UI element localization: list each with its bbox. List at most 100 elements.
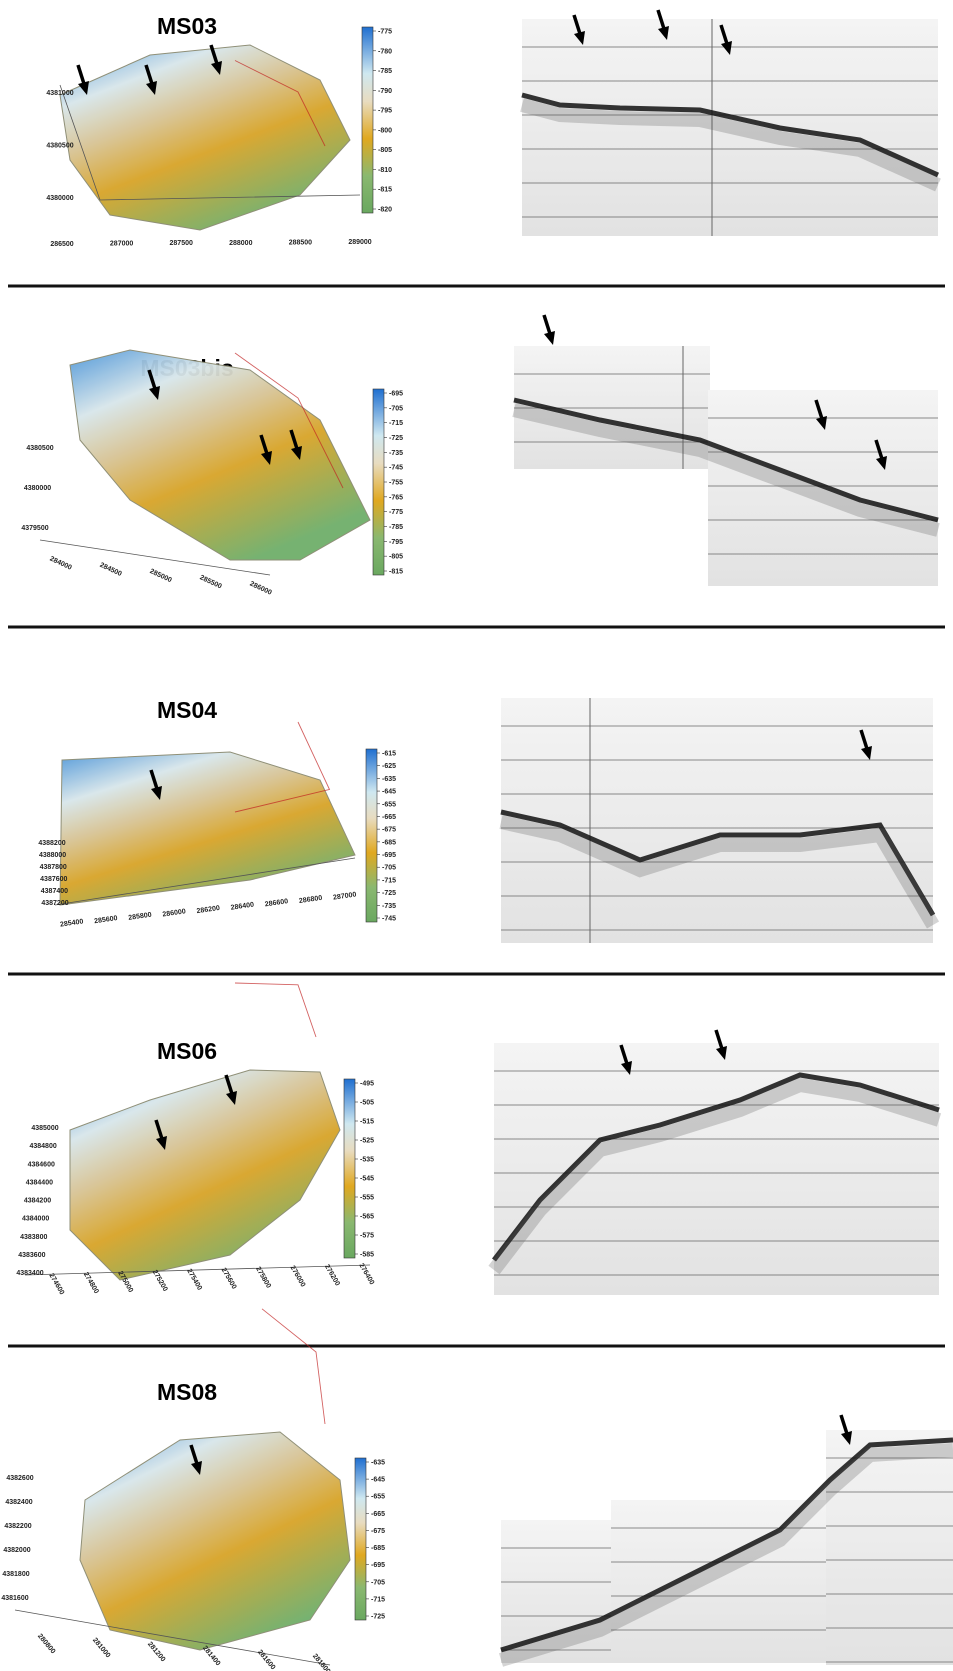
colorbar-label: -775 — [389, 509, 403, 516]
colorbar — [373, 389, 384, 575]
colorbar — [355, 1458, 366, 1620]
y-tick-label: 4384000 — [22, 1216, 49, 1223]
colorbar-label: -725 — [389, 435, 403, 442]
colorbar-label: -535 — [360, 1157, 374, 1164]
x-tick-label: 275600 — [220, 1267, 238, 1291]
y-tick-label: 4382000 — [3, 1547, 30, 1554]
colorbar-label: -665 — [382, 814, 396, 821]
colorbar-label: -645 — [371, 1477, 385, 1484]
y-tick-label: 4383400 — [16, 1270, 43, 1277]
y-tick-label: 4380000 — [46, 195, 73, 202]
colorbar-label: -745 — [389, 465, 403, 472]
y-tick-label: 4382600 — [6, 1475, 33, 1482]
x-tick-label: 285800 — [128, 912, 152, 922]
panel: MS08280800281000281200281400281600281800… — [1, 1309, 953, 1671]
colorbar-label: -695 — [389, 391, 403, 398]
bathymetry-map — [70, 1070, 340, 1280]
x-tick-label: 284000 — [49, 556, 73, 572]
x-tick-label: 285400 — [60, 918, 84, 928]
colorbar-label: -705 — [371, 1579, 385, 1586]
colorbar-label: -725 — [371, 1614, 385, 1621]
colorbar-label: -815 — [389, 569, 403, 576]
colorbar-label: -665 — [371, 1511, 385, 1518]
colorbar-label: -585 — [360, 1252, 374, 1259]
colorbar-label: -735 — [389, 450, 403, 457]
seismic-profile — [494, 1043, 939, 1295]
colorbar — [344, 1079, 355, 1258]
colorbar-label: -815 — [378, 187, 392, 194]
colorbar-label: -525 — [360, 1138, 374, 1145]
panel-title: MS06 — [157, 1038, 217, 1064]
y-tick-label: 4384600 — [28, 1161, 55, 1168]
y-tick-label: 4380000 — [24, 485, 51, 492]
y-tick-label: 4388200 — [38, 840, 65, 847]
x-tick-label: 288000 — [229, 240, 252, 247]
x-tick-label: 280800 — [36, 1633, 56, 1655]
colorbar-label: -715 — [371, 1596, 385, 1603]
y-tick-label: 4387800 — [40, 864, 67, 871]
panel: MS04 285400 285600 285800 286000 286200 286400… — [38, 697, 933, 943]
y-tick-label: 4384800 — [29, 1143, 56, 1150]
bathymetry-map — [80, 1432, 350, 1650]
colorbar-label: -775 — [378, 29, 392, 36]
colorbar-label: -685 — [371, 1545, 385, 1552]
colorbar-label: -645 — [382, 789, 396, 796]
x-tick-label: 286200 — [196, 905, 220, 915]
bathymetry-map — [70, 350, 370, 560]
colorbar-label: -515 — [360, 1119, 374, 1126]
colorbar-label: -555 — [360, 1195, 374, 1202]
colorbar-label: -820 — [378, 207, 392, 214]
colorbar-label: -745 — [382, 916, 396, 923]
y-tick-label: 4379500 — [21, 525, 48, 532]
x-tick-label: 276200 — [323, 1263, 341, 1287]
y-tick-label: 4387400 — [41, 888, 68, 895]
x-tick-label: 281600 — [256, 1649, 276, 1671]
x-tick-label: 275400 — [185, 1268, 203, 1292]
y-tick-label: 4384400 — [26, 1179, 53, 1186]
x-tick-label: 286500 — [50, 241, 73, 248]
colorbar-label: -625 — [382, 763, 396, 770]
colorbar-label: -805 — [389, 554, 403, 561]
colorbar-label: -725 — [382, 890, 396, 897]
y-tick-label: 4381000 — [46, 90, 73, 97]
bathymetry-map — [60, 752, 355, 905]
y-tick-label: 4385000 — [31, 1125, 58, 1132]
x-tick-label: 285500 — [199, 574, 223, 590]
y-tick-label: 4381800 — [2, 1571, 29, 1578]
colorbar-label: -735 — [382, 903, 396, 910]
colorbar-label: -575 — [360, 1233, 374, 1240]
x-tick-label: 276400 — [357, 1262, 375, 1286]
map-track — [262, 1309, 325, 1424]
panel-title: MS04 — [157, 697, 217, 723]
panel: MS03286500287000287500288000288500289000… — [46, 10, 938, 248]
panel-title: MS08 — [157, 1379, 217, 1405]
x-tick-label: 275200 — [151, 1269, 169, 1293]
y-tick-label: 4380500 — [26, 445, 53, 452]
colorbar — [362, 27, 373, 213]
colorbar-label: -790 — [378, 88, 392, 95]
panel-title: MS03 — [157, 13, 217, 39]
y-tick-label: 4382400 — [5, 1499, 32, 1506]
y-tick-label: 4382200 — [4, 1523, 31, 1530]
panel: MS03bis284000284500285000285500286000438… — [21, 315, 938, 597]
map-axis — [25, 1265, 370, 1275]
x-tick-label: 287000 — [333, 891, 357, 901]
colorbar-label: -685 — [382, 839, 396, 846]
y-tick-label: 4387200 — [41, 900, 68, 907]
colorbar-label: -655 — [382, 801, 396, 808]
colorbar-label: -545 — [360, 1176, 374, 1183]
x-tick-label: 286400 — [230, 902, 254, 912]
colorbar-label: -695 — [382, 852, 396, 859]
x-tick-label: 276000 — [289, 1265, 307, 1289]
x-tick-label: 275800 — [254, 1266, 272, 1290]
colorbar-label: -565 — [360, 1214, 374, 1221]
colorbar-label: -755 — [389, 480, 403, 487]
colorbar-label: -805 — [378, 147, 392, 154]
x-tick-label: 274600 — [47, 1272, 65, 1296]
x-tick-label: 286800 — [299, 895, 323, 905]
x-tick-label: 286000 — [162, 908, 186, 918]
x-tick-label: 281000 — [91, 1637, 111, 1659]
y-tick-label: 4387600 — [40, 876, 67, 883]
colorbar-label: -695 — [371, 1562, 385, 1569]
x-tick-label: 285600 — [94, 915, 118, 925]
